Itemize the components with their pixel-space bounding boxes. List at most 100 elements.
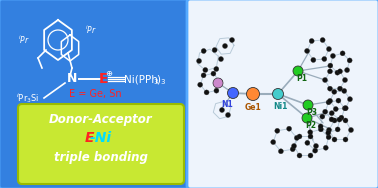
- Text: P3: P3: [307, 108, 318, 117]
- Circle shape: [320, 38, 325, 42]
- Circle shape: [198, 82, 203, 87]
- Circle shape: [318, 127, 323, 132]
- Circle shape: [318, 124, 323, 129]
- Circle shape: [330, 53, 335, 58]
- Circle shape: [323, 145, 328, 150]
- Text: E = Ge, Sn: E = Ge, Sn: [69, 89, 121, 99]
- Circle shape: [275, 128, 280, 133]
- Circle shape: [335, 127, 340, 132]
- Circle shape: [278, 149, 284, 154]
- Text: $^i$Pr$_3$Si: $^i$Pr$_3$Si: [16, 91, 39, 105]
- Circle shape: [327, 86, 333, 91]
- Text: Ge1: Ge1: [245, 103, 261, 112]
- Circle shape: [287, 126, 291, 131]
- Circle shape: [220, 108, 225, 112]
- Circle shape: [347, 58, 352, 63]
- Circle shape: [308, 153, 313, 158]
- Circle shape: [326, 135, 331, 140]
- Circle shape: [228, 87, 239, 99]
- Circle shape: [337, 117, 342, 122]
- Text: ): ): [156, 74, 160, 84]
- Text: Donor-Acceptor: Donor-Acceptor: [49, 114, 153, 127]
- Circle shape: [305, 140, 310, 145]
- Circle shape: [203, 67, 208, 72]
- Circle shape: [308, 134, 313, 139]
- Circle shape: [343, 106, 348, 111]
- Text: $^i$Pr: $^i$Pr: [85, 24, 97, 36]
- Circle shape: [293, 66, 303, 76]
- Circle shape: [313, 148, 318, 153]
- Text: E: E: [84, 131, 94, 145]
- Circle shape: [329, 117, 334, 122]
- Circle shape: [213, 78, 223, 88]
- Text: Ni(PPh: Ni(PPh: [124, 74, 158, 84]
- Circle shape: [343, 137, 348, 142]
- Circle shape: [322, 57, 327, 61]
- Circle shape: [297, 153, 302, 158]
- Circle shape: [303, 100, 313, 110]
- Circle shape: [328, 98, 333, 103]
- Circle shape: [322, 77, 327, 83]
- Circle shape: [211, 71, 216, 76]
- Circle shape: [201, 49, 206, 54]
- Circle shape: [336, 98, 341, 103]
- Circle shape: [223, 43, 228, 49]
- Circle shape: [212, 48, 217, 52]
- Circle shape: [349, 127, 353, 133]
- Circle shape: [229, 37, 234, 42]
- Circle shape: [305, 49, 310, 53]
- Circle shape: [271, 139, 276, 145]
- Circle shape: [329, 111, 334, 116]
- Circle shape: [326, 130, 331, 135]
- Circle shape: [327, 69, 333, 74]
- Circle shape: [308, 130, 313, 135]
- Circle shape: [290, 147, 295, 152]
- Text: P2: P2: [305, 121, 316, 130]
- Circle shape: [204, 90, 209, 95]
- Circle shape: [338, 69, 342, 74]
- Circle shape: [214, 88, 219, 93]
- Circle shape: [246, 87, 260, 101]
- Circle shape: [217, 79, 222, 84]
- FancyBboxPatch shape: [18, 104, 184, 184]
- Circle shape: [311, 58, 316, 62]
- Circle shape: [342, 88, 347, 93]
- Text: Ni1: Ni1: [273, 102, 287, 111]
- Circle shape: [302, 113, 312, 123]
- Text: N1: N1: [221, 100, 233, 109]
- Circle shape: [226, 112, 231, 118]
- Circle shape: [313, 143, 319, 149]
- Circle shape: [339, 115, 344, 120]
- Circle shape: [345, 67, 350, 73]
- Text: $^i$Pr: $^i$Pr: [18, 34, 30, 46]
- Text: 3: 3: [153, 79, 158, 84]
- FancyBboxPatch shape: [0, 0, 193, 188]
- Circle shape: [340, 51, 345, 56]
- Circle shape: [214, 67, 219, 71]
- Circle shape: [342, 77, 347, 83]
- Circle shape: [320, 114, 325, 119]
- Text: -Ni: -Ni: [90, 131, 112, 145]
- Circle shape: [328, 63, 333, 68]
- Circle shape: [332, 137, 337, 142]
- Circle shape: [273, 89, 284, 99]
- Circle shape: [201, 73, 206, 78]
- Text: ⊕: ⊕: [105, 68, 113, 77]
- Circle shape: [323, 109, 328, 114]
- Circle shape: [332, 89, 337, 94]
- Circle shape: [326, 100, 331, 105]
- Circle shape: [294, 135, 299, 140]
- Text: N: N: [67, 73, 77, 86]
- Circle shape: [297, 134, 302, 139]
- Circle shape: [343, 118, 348, 123]
- Text: triple bonding: triple bonding: [54, 152, 148, 164]
- Circle shape: [291, 143, 296, 149]
- Circle shape: [338, 86, 342, 91]
- Circle shape: [342, 106, 347, 111]
- Circle shape: [335, 70, 340, 75]
- Text: E: E: [98, 72, 108, 86]
- Circle shape: [218, 57, 223, 61]
- Circle shape: [333, 107, 338, 111]
- Text: P1: P1: [296, 74, 307, 83]
- FancyBboxPatch shape: [187, 0, 378, 188]
